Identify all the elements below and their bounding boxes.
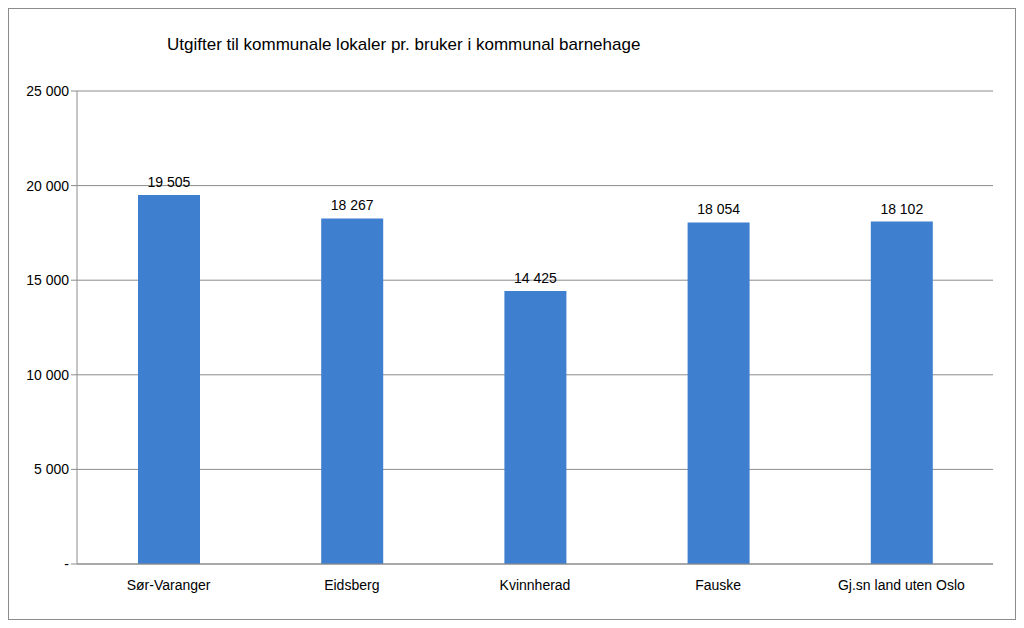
svg-text:Eidsberg: Eidsberg (324, 577, 379, 593)
svg-text:18 102: 18 102 (880, 201, 923, 217)
svg-text:18 267: 18 267 (331, 197, 374, 213)
svg-text:5 000: 5 000 (34, 461, 69, 477)
html-text:Utgifter til kommunale lokaler: Utgifter til kommunale lokaler pr. bruke… (167, 35, 641, 54)
svg-text:18 054: 18 054 (697, 201, 740, 217)
svg-text:10 000: 10 000 (26, 367, 69, 383)
svg-text:Gj.sn land uten Oslo: Gj.sn land uten Oslo (838, 577, 965, 593)
svg-text:25 000: 25 000 (26, 83, 69, 99)
svg-text:Kvinnherad: Kvinnherad (500, 577, 571, 593)
svg-text:19 505: 19 505 (148, 174, 191, 190)
svg-text:15 000: 15 000 (26, 272, 69, 288)
svg-text:20 000: 20 000 (26, 178, 69, 194)
svg-text:Sør-Varanger: Sør-Varanger (127, 577, 211, 593)
svg-text:Fauske: Fauske (695, 577, 741, 593)
svg-text:-: - (64, 556, 69, 572)
svg-text:14 425: 14 425 (514, 270, 557, 286)
